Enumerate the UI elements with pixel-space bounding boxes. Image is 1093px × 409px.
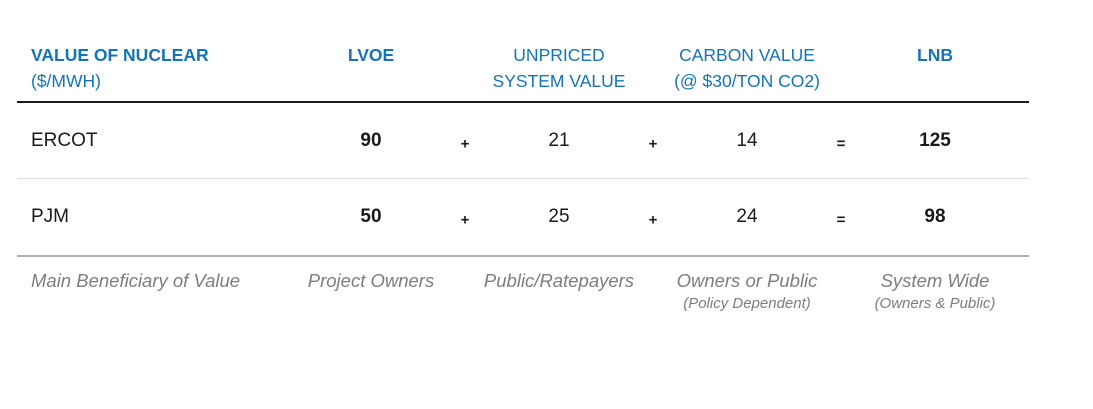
pjm-lnb-number: 98 xyxy=(924,206,946,227)
table-row-pjm: PJM 50 + 25 + 24 = 98 xyxy=(17,179,1029,257)
ercot-carbon-number: 14 xyxy=(736,129,758,151)
column-header-unpriced-line1: UNPRICED xyxy=(513,45,605,65)
beneficiary-unpriced: Public/Ratepayers xyxy=(483,270,635,291)
column-header-carbon-value: CARBON VALUE (@ $30/TON CO2) xyxy=(653,42,841,94)
pjm-carbon-number: 24 xyxy=(736,206,758,227)
column-header-lvoe: LVOE xyxy=(347,45,395,65)
beneficiary-row: Main Beneficiary of Value Project Owners… xyxy=(17,257,1029,315)
table-title-line1: VALUE OF NUCLEAR xyxy=(31,45,209,65)
plus-operator: + xyxy=(648,211,658,229)
beneficiary-lnb: System Wide (Owners & Public) xyxy=(841,270,1029,315)
pjm-lvoe-value: 50 xyxy=(360,206,382,227)
beneficiary-lnb-note: (Owners & Public) xyxy=(874,295,996,312)
pjm-unpriced-value: + 25 xyxy=(461,206,653,229)
ercot-lvoe-value: 90 xyxy=(360,129,382,151)
table-header-row: VALUE OF NUCLEAR ($/MWH) LVOE UNPRICED S… xyxy=(17,42,1029,103)
beneficiary-lnb-main: System Wide xyxy=(880,270,990,291)
row-label-pjm: PJM xyxy=(31,206,69,227)
column-header-lnb: LNB xyxy=(917,45,953,65)
beneficiary-carbon-note: (Policy Dependent) xyxy=(683,295,811,312)
equals-operator: = xyxy=(836,211,846,229)
column-header-unpriced-line2: SYSTEM VALUE xyxy=(492,71,626,91)
column-header-carbon-line2: (@ $30/TON CO2) xyxy=(674,71,820,91)
table-row-ercot: ERCOT 90 + 21 + 14 = 125 xyxy=(17,103,1029,179)
pjm-lnb-value: = 98 xyxy=(837,206,1029,229)
ercot-carbon-value: + 14 xyxy=(649,129,841,153)
plus-operator: + xyxy=(460,135,470,153)
value-of-nuclear-table: VALUE OF NUCLEAR ($/MWH) LVOE UNPRICED S… xyxy=(17,42,1029,315)
pjm-unpriced-number: 25 xyxy=(548,206,570,227)
beneficiary-carbon: Owners or Public (Policy Dependent) xyxy=(653,270,841,315)
column-header-unpriced-system-value: UNPRICED SYSTEM VALUE xyxy=(465,42,653,94)
column-header-carbon-line1: CARBON VALUE xyxy=(679,45,815,65)
equals-operator: = xyxy=(836,135,846,153)
beneficiary-carbon-main: Owners or Public xyxy=(676,270,818,291)
table-title-line2: ($/MWH) xyxy=(31,71,101,91)
plus-operator: + xyxy=(460,211,470,229)
ercot-lnb-number: 125 xyxy=(919,129,951,151)
beneficiary-row-label: Main Beneficiary of Value xyxy=(31,270,241,291)
ercot-unpriced-number: 21 xyxy=(548,129,570,151)
beneficiary-lvoe: Project Owners xyxy=(307,270,435,291)
plus-operator: + xyxy=(648,135,658,153)
ercot-lnb-value: = 125 xyxy=(837,129,1029,153)
pjm-carbon-value: + 24 xyxy=(649,206,841,229)
table-title: VALUE OF NUCLEAR ($/MWH) xyxy=(17,42,277,94)
ercot-unpriced-value: + 21 xyxy=(461,129,653,153)
row-label-ercot: ERCOT xyxy=(31,129,98,151)
